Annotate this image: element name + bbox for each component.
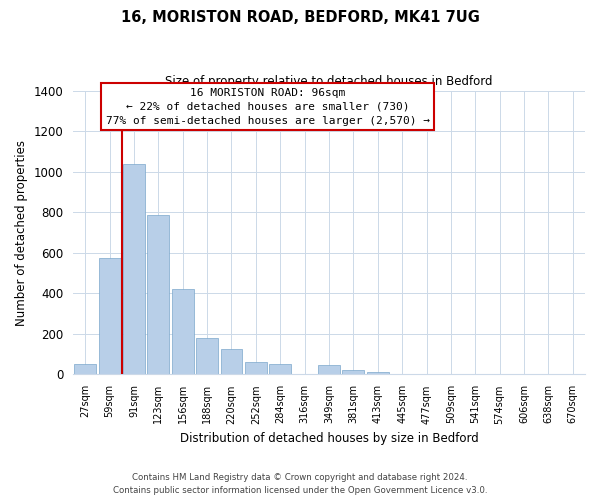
Text: Contains HM Land Registry data © Crown copyright and database right 2024.
Contai: Contains HM Land Registry data © Crown c… [113,474,487,495]
Bar [245,362,267,374]
Bar [221,349,242,374]
Text: 16 MORISTON ROAD: 96sqm
← 22% of detached houses are smaller (730)
77% of semi-d: 16 MORISTON ROAD: 96sqm ← 22% of detache… [106,88,430,126]
Bar [74,364,96,374]
Bar [318,364,340,374]
Bar [367,372,389,374]
Bar [123,164,145,374]
Title: Size of property relative to detached houses in Bedford: Size of property relative to detached ho… [165,75,493,88]
X-axis label: Distribution of detached houses by size in Bedford: Distribution of detached houses by size … [179,432,478,445]
Text: 16, MORISTON ROAD, BEDFORD, MK41 7UG: 16, MORISTON ROAD, BEDFORD, MK41 7UG [121,10,479,25]
Bar [98,258,121,374]
Bar [196,338,218,374]
Bar [269,364,291,374]
Bar [148,216,169,374]
Bar [172,290,194,374]
Bar [343,370,364,374]
Y-axis label: Number of detached properties: Number of detached properties [15,140,28,326]
